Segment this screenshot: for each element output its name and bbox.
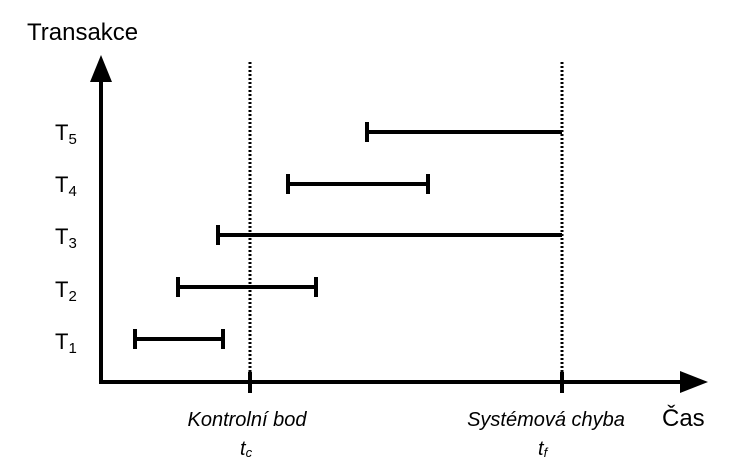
checkpoint-symbol-main: t <box>240 438 247 460</box>
y-axis-arrowhead <box>90 55 112 82</box>
failure-symbol-sub: f <box>544 445 549 460</box>
checkpoint-marker: Kontrolní bod tc <box>188 62 308 460</box>
transaction-t5: T5 <box>55 120 562 148</box>
checkpoint-symbol-sub: c <box>246 445 253 460</box>
transaction-t3: T3 <box>55 224 562 252</box>
transaction-label-t4: T4 <box>55 172 77 200</box>
transaction-label-t5: T5 <box>55 120 77 148</box>
failure-time-symbol: tf <box>538 438 549 460</box>
checkpoint-label: Kontrolní bod <box>188 409 308 431</box>
failure-label: Systémová chyba <box>467 409 625 431</box>
transaction-label-t2: T2 <box>55 277 77 305</box>
failure-marker: Systémová chyba tf <box>467 62 625 460</box>
x-axis-title: Čas <box>662 404 705 432</box>
transaction-label-t3: T3 <box>55 224 77 252</box>
y-axis-title: Transakce <box>27 19 138 46</box>
x-axis-arrowhead <box>680 371 708 393</box>
transaction-t1: T1 <box>55 329 225 357</box>
transaction-t2: T2 <box>55 277 318 305</box>
failure-symbol-main: t <box>538 438 545 460</box>
transaction-label-t1: T1 <box>55 329 77 357</box>
transaction-t4: T4 <box>55 172 430 200</box>
checkpoint-time-symbol: tc <box>240 438 253 460</box>
